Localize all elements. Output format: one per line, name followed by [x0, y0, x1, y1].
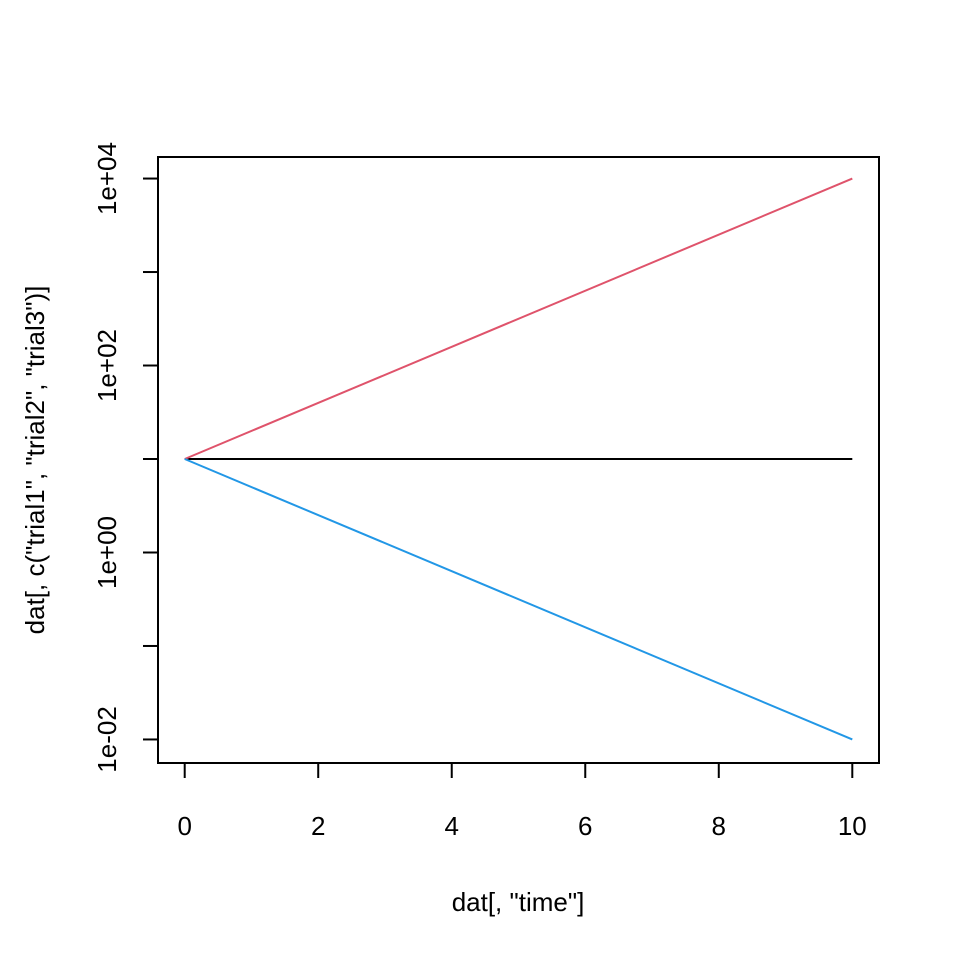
x-tick-label: 4: [445, 811, 459, 841]
y-axis: 1e-02 1e+00 1e+02 1e+04: [92, 142, 159, 773]
y-tick-label: 1e+02: [92, 329, 122, 402]
x-tick-label: 6: [578, 811, 592, 841]
x-tick-label: 0: [177, 811, 191, 841]
series-line-3: [184, 458, 853, 741]
x-axis-label: dat[, "time"]: [452, 887, 585, 917]
x-axis: 0 2 4 6 8 10: [177, 762, 867, 841]
y-tick-label: 1e+00: [92, 516, 122, 589]
x-tick-label: 8: [712, 811, 726, 841]
y-tick-label: 1e-02: [92, 706, 122, 773]
y-tick-label: 1e+04: [92, 142, 122, 215]
x-tick-label: 10: [838, 811, 867, 841]
y-axis-label: dat[, c("trial1", "trial2", "trial3")]: [20, 286, 50, 635]
series-line-2: [184, 177, 853, 460]
x-tick-label: 2: [311, 811, 325, 841]
series-layer: [184, 177, 853, 741]
